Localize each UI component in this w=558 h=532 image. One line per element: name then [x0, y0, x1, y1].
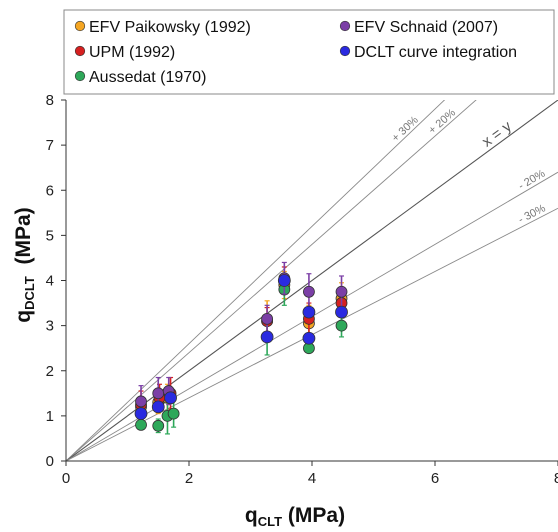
data-point — [260, 330, 274, 344]
data-point — [167, 407, 180, 420]
y-axis-title-main: q — [12, 310, 35, 323]
data-point — [164, 391, 177, 405]
data-point — [277, 274, 291, 287]
data-point — [335, 319, 348, 332]
reference-line-label-0: + 30% — [390, 114, 421, 145]
reference-line-1 — [66, 100, 477, 462]
legend-box — [63, 9, 555, 95]
reference-line-2 — [66, 100, 558, 462]
y-axis-title-subscript: DCLT — [22, 276, 37, 310]
data-point — [303, 285, 315, 298]
data-point — [261, 312, 274, 325]
y-tick-label: 6 — [46, 182, 54, 199]
legend-marker-2 — [74, 70, 86, 82]
y-tick-label: 0 — [46, 453, 54, 470]
data-point — [135, 418, 147, 431]
x-tick-label: 6 — [431, 470, 439, 487]
y-axis-title: qDCLT (MPa) — [12, 207, 37, 322]
x-tick-label: 0 — [62, 470, 70, 487]
data-point — [335, 305, 348, 319]
x-axis-title-main: q — [245, 504, 258, 527]
legend-label-1: UPM (1992) — [89, 44, 175, 61]
legend-marker-0 — [74, 20, 86, 32]
data-point — [134, 407, 148, 421]
legend: EFV Paikowsky (1992) EFV Schnaid (2007) UP… — [63, 9, 555, 95]
x-axis-title: qCLT (MPa) — [245, 504, 345, 527]
legend-label-2: Aussedat (1970) — [89, 69, 206, 86]
data-point — [151, 400, 165, 414]
y-tick-label: 3 — [46, 318, 54, 335]
reference-line-label-4: - 30% — [517, 202, 548, 226]
series-4 — [134, 274, 348, 421]
data-point — [335, 285, 348, 298]
data-points — [134, 261, 348, 435]
axis-labels: + 30% + 20% x = y- 20%- 30%qCLT (MPa)qDCLT… — [12, 107, 548, 529]
y-tick-label: 8 — [46, 92, 54, 109]
reference-line-label-2: x = y — [479, 118, 515, 151]
y-axis-title-unit: (MPa) — [12, 207, 35, 276]
y-tick-label: 4 — [46, 273, 54, 290]
x-axis-title-unit: (MPa) — [282, 504, 345, 527]
axes: 0 2 4 6 8 0 1 2 3 4 5 6 7 8 — [46, 92, 558, 487]
legend-label-0: EFV Paikowsky (1992) — [89, 19, 251, 36]
x-tick-label: 4 — [308, 470, 316, 487]
series-2 — [135, 273, 348, 435]
data-point — [135, 395, 147, 408]
x-tick-label: 8 — [554, 470, 558, 487]
y-tick-label: 5 — [46, 227, 54, 244]
legend-label-3: EFV Schnaid (2007) — [354, 19, 498, 36]
reference-line-label-1: + 20% — [426, 107, 458, 137]
data-point — [302, 331, 316, 345]
data-point — [302, 305, 316, 319]
y-tick-label: 7 — [46, 137, 54, 154]
series-3 — [135, 261, 348, 418]
legend-label-4: DCLT curve integration — [354, 44, 517, 61]
reference-line-0 — [66, 100, 446, 462]
reference-line-label-3: - 20% — [516, 167, 547, 192]
y-tick-label: 1 — [46, 408, 54, 425]
data-point — [152, 387, 165, 400]
legend-marker-4 — [339, 45, 351, 57]
legend-marker-3 — [339, 20, 351, 32]
x-axis-title-subscript: CLT — [258, 514, 282, 527]
y-tick-label: 2 — [46, 363, 54, 380]
legend-marker-1 — [74, 45, 86, 57]
data-point — [152, 419, 165, 432]
x-tick-label: 2 — [185, 470, 193, 487]
